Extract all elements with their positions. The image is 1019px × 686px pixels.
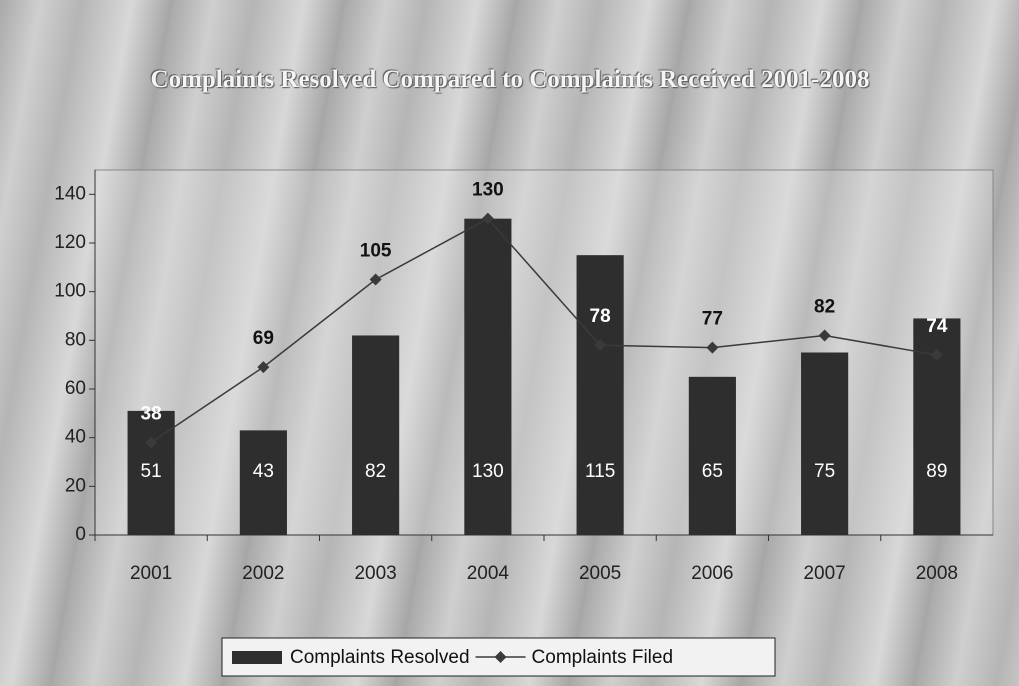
marker: [369, 273, 382, 286]
bar: [352, 335, 400, 535]
bar-label: 130: [472, 461, 504, 482]
line: [150, 217, 938, 444]
y-tick-label: 40: [65, 427, 86, 448]
x-tick-label: 2008: [916, 563, 958, 584]
point-label: 69: [253, 328, 274, 349]
bar-label: 75: [814, 461, 835, 482]
bar: [688, 376, 736, 535]
marker: [818, 329, 831, 342]
point-label: 38: [141, 404, 162, 425]
x-tick-label: 2006: [691, 563, 733, 584]
x-tick-label: 2001: [130, 563, 172, 584]
y-tick-label: 80: [65, 329, 86, 350]
bar-label: 82: [365, 461, 386, 482]
bar-label: 65: [702, 461, 723, 482]
point-label: 74: [926, 316, 948, 337]
marker: [257, 361, 270, 374]
x-tick-label: 2005: [579, 563, 621, 584]
point-label: 82: [814, 296, 835, 317]
bar-label: 115: [585, 461, 615, 482]
marker: [930, 348, 943, 361]
y-tick-label: 60: [65, 378, 86, 399]
y-tick-label: 20: [65, 475, 86, 496]
legend-label: Complaints Resolved: [290, 647, 470, 668]
marker: [481, 212, 494, 225]
bar: [576, 255, 624, 535]
bar: [801, 352, 849, 535]
legend-marker: [494, 651, 507, 663]
bar-label: 51: [141, 461, 162, 482]
x-tick-label: 2003: [354, 563, 396, 584]
x-tick-label: 2007: [803, 563, 845, 584]
bar-label: 89: [926, 461, 947, 482]
x-tick-label: 2004: [467, 563, 510, 584]
bar-label: 43: [253, 461, 274, 482]
x-tick-label: 2002: [242, 563, 284, 584]
marker: [145, 436, 158, 449]
y-tick-label: 140: [54, 183, 86, 204]
legend-label: Complaints Filed: [532, 647, 674, 668]
plot-area: [94, 169, 994, 536]
point-label: 130: [472, 180, 504, 201]
point-label: 78: [590, 306, 611, 327]
point-label: 105: [360, 241, 392, 262]
chart-title: Complaints Resolved Compared to Complain…: [150, 66, 870, 93]
marker: [594, 339, 607, 352]
marker: [706, 341, 719, 354]
point-label: 77: [702, 309, 723, 330]
y-tick-label: 120: [54, 232, 86, 253]
legend-swatch: [232, 651, 282, 664]
bar: [464, 218, 512, 535]
bar: [239, 430, 287, 535]
y-tick-label: 0: [75, 524, 86, 545]
y-tick-label: 100: [54, 281, 86, 302]
